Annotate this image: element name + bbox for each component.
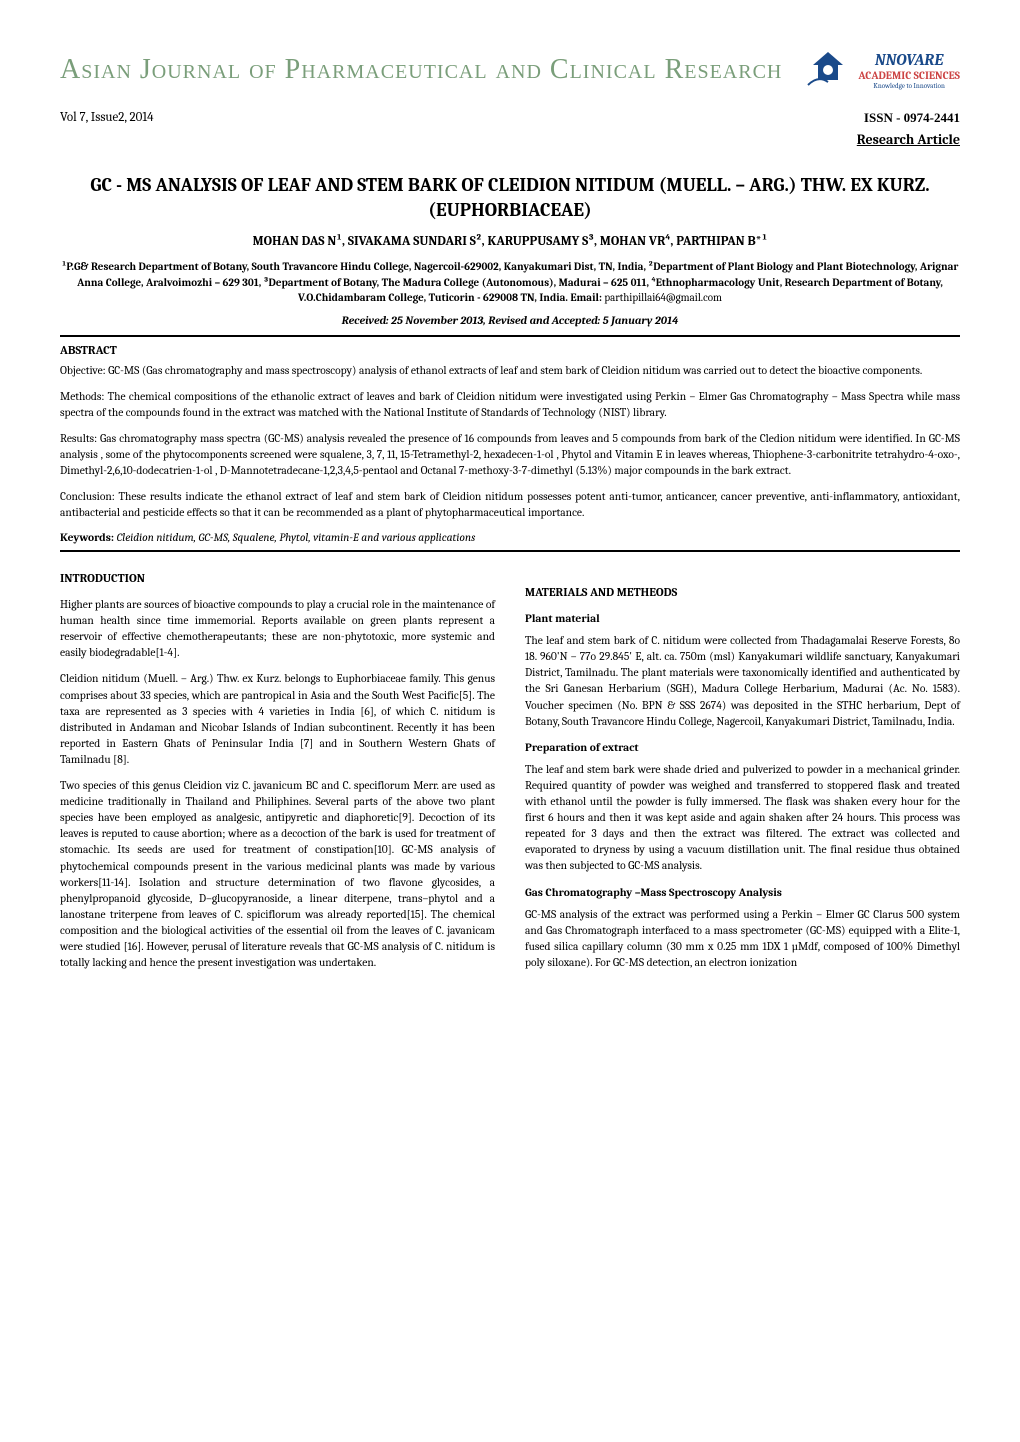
left-column: INTRODUCTION Higher plants are sources o…: [60, 570, 495, 981]
publisher-icon: [803, 50, 853, 90]
body-columns: INTRODUCTION Higher plants are sources o…: [60, 570, 960, 981]
keywords: Keywords: Cleidion nitidum, GC-MS, Squal…: [60, 531, 960, 544]
intro-p3: Two species of this genus Cleidion viz C…: [60, 778, 495, 971]
publisher-sub: ACADEMIC SCIENCES: [858, 69, 960, 82]
intro-p1: Higher plants are sources of bioactive c…: [60, 597, 495, 661]
article-type: Research Article: [60, 131, 960, 148]
header-logos: Asian Journal of Pharmaceutical and Clin…: [60, 50, 960, 90]
plant-material-heading: Plant material: [525, 611, 960, 627]
keywords-text: Cleidion nitidum, GC-MS, Squalene, Phyto…: [117, 531, 476, 544]
issue-text: Vol 7, Issue2, 2014: [60, 110, 153, 126]
article-title: GC - MS ANALYSIS OF LEAF AND STEM BARK O…: [60, 173, 960, 222]
issue-row: Vol 7, Issue2, 2014 ISSN - 0974-2441: [60, 110, 960, 126]
materials-heading: MATERIALS AND METHEODS: [525, 584, 960, 601]
issn-text: ISSN - 0974-2441: [864, 110, 960, 126]
prep-extract-p: The leaf and stem bark were shade dried …: [525, 762, 960, 875]
plant-material-p: The leaf and stem bark of C. nitidum wer…: [525, 633, 960, 730]
abstract-objective: Objective: GC-MS (Gas chromatography and…: [60, 363, 960, 379]
affiliations: ¹P.G& Research Department of Botany, Sou…: [60, 259, 960, 305]
abstract-heading: ABSTRACT: [60, 343, 960, 357]
abstract-conclusion: Conclusion: These results indicate the e…: [60, 489, 960, 521]
gcms-heading: Gas Chromatography –Mass Spectroscopy An…: [525, 885, 960, 901]
intro-p2: Cleidion nitidum (Muell. – Arg.) Thw. ex…: [60, 671, 495, 768]
affiliations-text: ¹P.G& Research Department of Botany, Sou…: [62, 260, 959, 304]
divider-bottom: [60, 550, 960, 552]
email-value: parthipillai64@gmail.com: [604, 291, 722, 304]
email-label: Email:: [570, 291, 604, 304]
publisher-name: NNOVARE: [858, 51, 960, 69]
journal-logo: Asian Journal of Pharmaceutical and Clin…: [60, 54, 782, 86]
publisher-logo: NNOVARE ACADEMIC SCIENCES Knowledge to I…: [803, 50, 960, 90]
intro-heading: INTRODUCTION: [60, 570, 495, 587]
divider-top: [60, 335, 960, 337]
received-dates: Received: 25 November 2013, Revised and …: [60, 314, 960, 327]
abstract-results: Results: Gas chromatography mass spectra…: [60, 431, 960, 479]
prep-extract-heading: Preparation of extract: [525, 740, 960, 756]
gcms-p: GC-MS analysis of the extract was perfor…: [525, 907, 960, 971]
keywords-label: Keywords:: [60, 531, 117, 544]
right-column: MATERIALS AND METHEODS Plant material Th…: [525, 570, 960, 981]
abstract-methods: Methods: The chemical compositions of th…: [60, 389, 960, 421]
publisher-tag: Knowledge to Innovation: [858, 82, 960, 90]
authors: MOHAN DAS N¹, SIVAKAMA SUNDARI S², KARUP…: [60, 234, 960, 249]
publisher-text: NNOVARE ACADEMIC SCIENCES Knowledge to I…: [858, 51, 960, 90]
